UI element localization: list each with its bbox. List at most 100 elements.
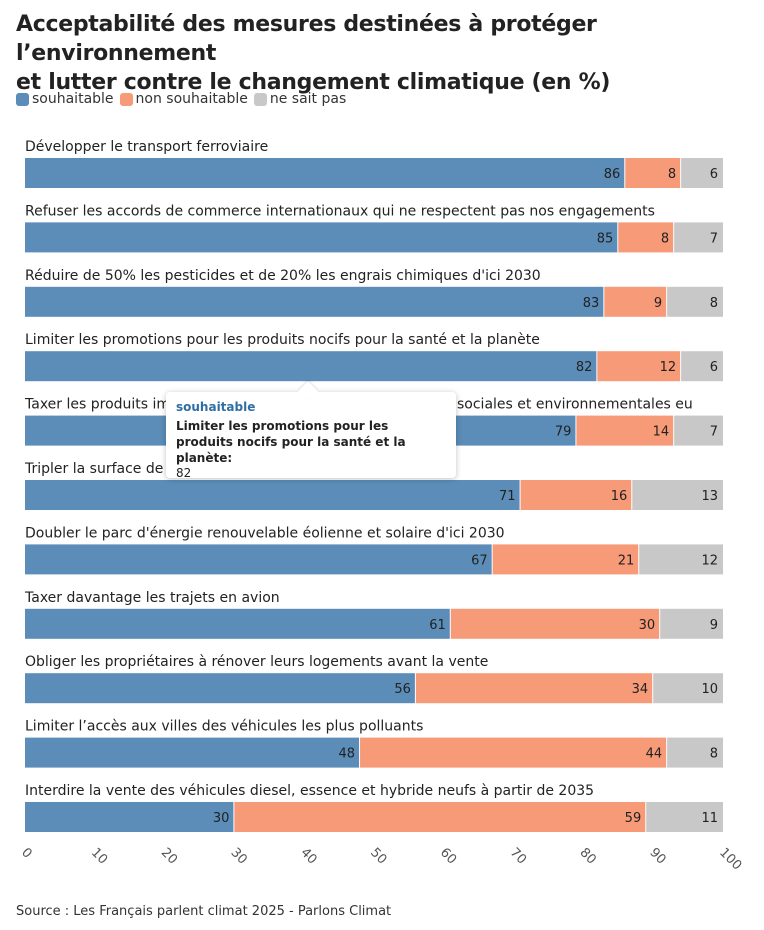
- legend-label-souhaitable: souhaitable: [32, 91, 114, 107]
- category-label: Réduire de 50% les pesticides et de 20% …: [25, 268, 541, 284]
- legend-item-non-souhaitable[interactable]: non souhaitable: [119, 91, 248, 107]
- x-tick-label: 50: [367, 845, 389, 867]
- data-label-ne-sait-pas: 6: [710, 360, 718, 375]
- data-label-non-souhaitable: 9: [654, 296, 662, 311]
- data-label-ne-sait-pas: 7: [710, 231, 718, 246]
- x-tick-label: 30: [228, 845, 250, 867]
- data-label-non-souhaitable: 8: [661, 231, 669, 246]
- data-label-non-souhaitable: 12: [660, 360, 677, 375]
- bar-segment-souhaitable[interactable]: [25, 351, 597, 382]
- data-label-souhaitable: 56: [394, 682, 411, 697]
- bar-segment-souhaitable[interactable]: [25, 480, 520, 510]
- data-label-souhaitable: 79: [555, 425, 572, 440]
- data-label-non-souhaitable: 16: [611, 489, 628, 504]
- legend-swatch-souhaitable: [16, 92, 29, 106]
- category-label: Limiter les promotions pour les produits…: [25, 332, 540, 348]
- bar-segment-non-souhaitable[interactable]: [576, 415, 674, 446]
- category-label: Limiter l’accès aux villes des véhicules…: [25, 719, 423, 735]
- bar-segment-non-souhaitable[interactable]: [597, 351, 681, 382]
- bar-row: Réduire de 50% les pesticides et de 20% …: [25, 268, 723, 317]
- tooltip-label: Limiter les promotions pour les produits…: [176, 419, 406, 465]
- bar-segment-non-souhaitable[interactable]: [360, 737, 667, 768]
- bar-row: Doubler le parc d'énergie renouvelable é…: [25, 525, 723, 575]
- data-label-ne-sait-pas: 8: [710, 296, 718, 311]
- bar-segment-ne-sait-pas[interactable]: [681, 158, 723, 188]
- bar-segment-souhaitable[interactable]: [25, 544, 492, 575]
- bar-segment-ne-sait-pas[interactable]: [674, 415, 723, 446]
- data-label-ne-sait-pas: 12: [701, 553, 718, 568]
- source-note: Source : Les Français parlent climat 202…: [16, 904, 392, 919]
- data-label-non-souhaitable: 14: [653, 425, 670, 440]
- bar-segment-ne-sait-pas[interactable]: [660, 608, 723, 639]
- data-label-ne-sait-pas: 6: [710, 167, 718, 182]
- data-label-ne-sait-pas: 10: [701, 682, 718, 697]
- bar-segment-ne-sait-pas[interactable]: [632, 480, 723, 510]
- data-label-ne-sait-pas: 9: [710, 618, 718, 633]
- bar-segment-non-souhaitable[interactable]: [520, 480, 632, 510]
- category-label: Taxer davantage les trajets en avion: [24, 590, 280, 606]
- data-label-non-souhaitable: 34: [632, 682, 649, 697]
- x-tick-label: 100: [716, 845, 744, 873]
- bar-segment-non-souhaitable[interactable]: [492, 544, 639, 575]
- category-label: Développer le transport ferroviaire: [25, 139, 268, 155]
- data-label-souhaitable: 48: [338, 747, 355, 762]
- legend-item-souhaitable[interactable]: souhaitable: [16, 91, 114, 107]
- bar-row: Refuser les accords de commerce internat…: [25, 203, 723, 253]
- bar-segment-souhaitable[interactable]: [25, 222, 618, 253]
- category-label: Doubler le parc d'énergie renouvelable é…: [25, 525, 505, 541]
- tooltip-series: souhaitable: [176, 400, 256, 414]
- bar-segment-non-souhaitable[interactable]: [604, 286, 667, 317]
- bar-segment-ne-sait-pas[interactable]: [667, 286, 723, 317]
- bar-row: Limiter l’accès aux villes des véhicules…: [25, 719, 723, 768]
- chart-title-line-1: Acceptabilité des mesures destinées à pr…: [16, 12, 597, 66]
- data-label-non-souhaitable: 44: [646, 747, 663, 762]
- x-tick-label: 10: [88, 845, 110, 867]
- bar-segment-non-souhaitable[interactable]: [234, 802, 646, 832]
- data-label-souhaitable: 61: [429, 618, 446, 633]
- data-label-ne-sait-pas: 11: [701, 811, 718, 826]
- tooltip: souhaitable Limiter les promotions pour …: [166, 381, 456, 480]
- x-tick-label: 20: [158, 845, 180, 867]
- data-label-non-souhaitable: 8: [668, 167, 676, 182]
- data-label-souhaitable: 85: [597, 231, 614, 246]
- bar-segment-non-souhaitable[interactable]: [618, 222, 674, 253]
- bar-segment-non-souhaitable[interactable]: [625, 158, 681, 188]
- category-label: Refuser les accords de commerce internat…: [25, 203, 655, 219]
- x-tick-label: 0: [18, 845, 34, 861]
- bar-segment-ne-sait-pas[interactable]: [667, 737, 723, 768]
- legend: souhaitable non souhaitable ne sait pas: [16, 91, 352, 107]
- chart-title-line-2: et lutter contre le changement climatiqu…: [16, 70, 611, 95]
- bar-segment-ne-sait-pas[interactable]: [653, 673, 723, 704]
- bar-row: Interdire la vente des véhicules diesel,…: [25, 783, 723, 832]
- x-tick-label: 70: [507, 845, 529, 867]
- data-label-souhaitable: 71: [499, 489, 516, 504]
- bar-segment-non-souhaitable[interactable]: [415, 673, 653, 704]
- bar-segment-ne-sait-pas[interactable]: [674, 222, 723, 253]
- bar-segment-souhaitable[interactable]: [25, 673, 415, 704]
- bar-segment-souhaitable[interactable]: [25, 608, 450, 639]
- bar-segment-souhaitable[interactable]: [25, 158, 625, 188]
- legend-item-ne-sait-pas[interactable]: ne sait pas: [253, 91, 346, 107]
- data-label-non-souhaitable: 21: [618, 553, 635, 568]
- bar-segment-souhaitable[interactable]: [25, 802, 234, 832]
- bar-segment-non-souhaitable[interactable]: [450, 608, 660, 639]
- category-label: Interdire la vente des véhicules diesel,…: [25, 783, 594, 799]
- legend-swatch-non-souhaitable: [119, 92, 133, 106]
- tooltip-value: 82: [176, 466, 192, 480]
- bar-segment-souhaitable[interactable]: [25, 286, 604, 317]
- data-label-souhaitable: 83: [583, 296, 600, 311]
- data-label-non-souhaitable: 59: [625, 811, 642, 826]
- bar-row: Taxer davantage les trajets en avion 61 30…: [24, 590, 723, 639]
- data-label-ne-sait-pas: 7: [710, 425, 718, 440]
- x-tick-label: 40: [297, 845, 319, 867]
- data-label-souhaitable: 82: [576, 360, 593, 375]
- bar-row: Limiter les promotions pour les produits…: [25, 332, 723, 382]
- data-label-souhaitable: 67: [471, 553, 488, 568]
- bar-segment-souhaitable[interactable]: [25, 737, 360, 768]
- bar-segment-ne-sait-pas[interactable]: [681, 351, 723, 382]
- bar-segment-ne-sait-pas[interactable]: [646, 802, 723, 832]
- bar-segment-ne-sait-pas[interactable]: [639, 544, 723, 575]
- bar-row: Obliger les propriétaires à rénover leur…: [25, 654, 723, 704]
